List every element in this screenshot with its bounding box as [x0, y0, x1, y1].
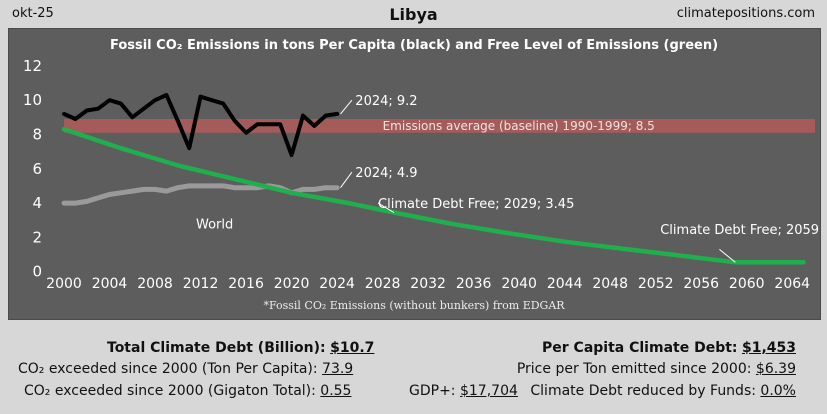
annotation-label: Climate Debt Free; 2029; 3.45: [378, 197, 574, 212]
annotation-leader: [341, 172, 352, 187]
chart-title: Fossil CO₂ Emissions in tons Per Capita …: [110, 38, 718, 53]
x-tick-label: 2040: [501, 276, 537, 292]
x-tick-label: 2032: [410, 276, 446, 292]
x-tick-label: 2000: [46, 276, 82, 292]
annotation-label: 2024; 4.9: [355, 166, 417, 181]
exceeded-ton-value: 73.9: [322, 361, 353, 377]
chart-footnote: *Fossil CO₂ Emissions (without bunkers) …: [263, 299, 565, 312]
chart-panel: Fossil CO₂ Emissions in tons Per Capita …: [8, 28, 821, 320]
price-row: Price per Ton emitted since 2000: $6.39: [517, 361, 796, 377]
per-capita-debt-label: Per Capita Climate Debt:: [542, 340, 738, 356]
x-tick-label: 2064: [774, 276, 810, 292]
exceeded-ton-row: CO₂ exceeded since 2000 (Ton Per Capita)…: [18, 361, 353, 377]
y-tick-label: 4: [32, 194, 42, 212]
per-capita-debt-row: Per Capita Climate Debt: $1,453: [542, 340, 796, 356]
y-tick-label: 0: [32, 263, 42, 281]
annotation-label: 2024; 9.2: [355, 94, 417, 109]
series-line-2: [64, 129, 804, 262]
x-tick-label: 2016: [228, 276, 264, 292]
exceeded-ton-label: CO₂ exceeded since 2000 (Ton Per Capita)…: [18, 361, 318, 377]
funds-label: Climate Debt reduced by Funds:: [530, 383, 756, 399]
x-tick-label: 2004: [92, 276, 128, 292]
x-tick-label: 2012: [183, 276, 219, 292]
exceeded-gt-label: CO₂ exceeded since 2000 (Gigaton Total):: [24, 383, 316, 399]
exceeded-gt-value: 0.55: [320, 383, 351, 399]
x-tick-label: 2044: [547, 276, 583, 292]
x-tick-label: 2048: [592, 276, 628, 292]
annotation-label: Climate Debt Free; 2059; 0.55: [660, 223, 820, 238]
x-tick-label: 2052: [638, 276, 674, 292]
total-debt-value: $10.7: [330, 340, 374, 356]
exceeded-gt-row: CO₂ exceeded since 2000 (Gigaton Total):…: [24, 383, 351, 399]
price-value: $6.39: [756, 361, 796, 377]
site-label: climatepositions.com: [677, 6, 815, 21]
y-tick-label: 8: [32, 125, 42, 143]
price-label: Price per Ton emitted since 2000:: [517, 361, 752, 377]
total-debt-label: Total Climate Debt (Billion):: [107, 340, 326, 356]
funds-value: 0.0%: [760, 383, 796, 399]
total-debt-row: Total Climate Debt (Billion): $10.7: [107, 340, 374, 356]
x-tick-label: 2056: [683, 276, 719, 292]
x-tick-label: 2028: [365, 276, 401, 292]
baseline-label: Emissions average (baseline) 1990-1999; …: [383, 119, 655, 133]
gdp-row: GDP+: $17,704: [409, 383, 518, 399]
x-tick-label: 2036: [456, 276, 492, 292]
gdp-value: $17,704: [460, 383, 518, 399]
x-tick-label: 2008: [137, 276, 173, 292]
funds-row: Climate Debt reduced by Funds: 0.0%: [530, 383, 796, 399]
annotation-label: World: [196, 218, 233, 233]
annotation-leader: [341, 100, 352, 114]
y-tick-label: 2: [32, 228, 42, 246]
y-tick-label: 6: [32, 160, 42, 178]
per-capita-debt-value: $1,453: [742, 340, 796, 356]
x-tick-label: 2020: [274, 276, 310, 292]
y-tick-label: 12: [23, 57, 42, 75]
x-tick-label: 2024: [319, 276, 355, 292]
gdp-label: GDP+:: [409, 383, 456, 399]
emissions-chart: Fossil CO₂ Emissions in tons Per Capita …: [9, 29, 820, 319]
y-tick-label: 10: [23, 91, 42, 109]
x-tick-label: 2060: [729, 276, 765, 292]
